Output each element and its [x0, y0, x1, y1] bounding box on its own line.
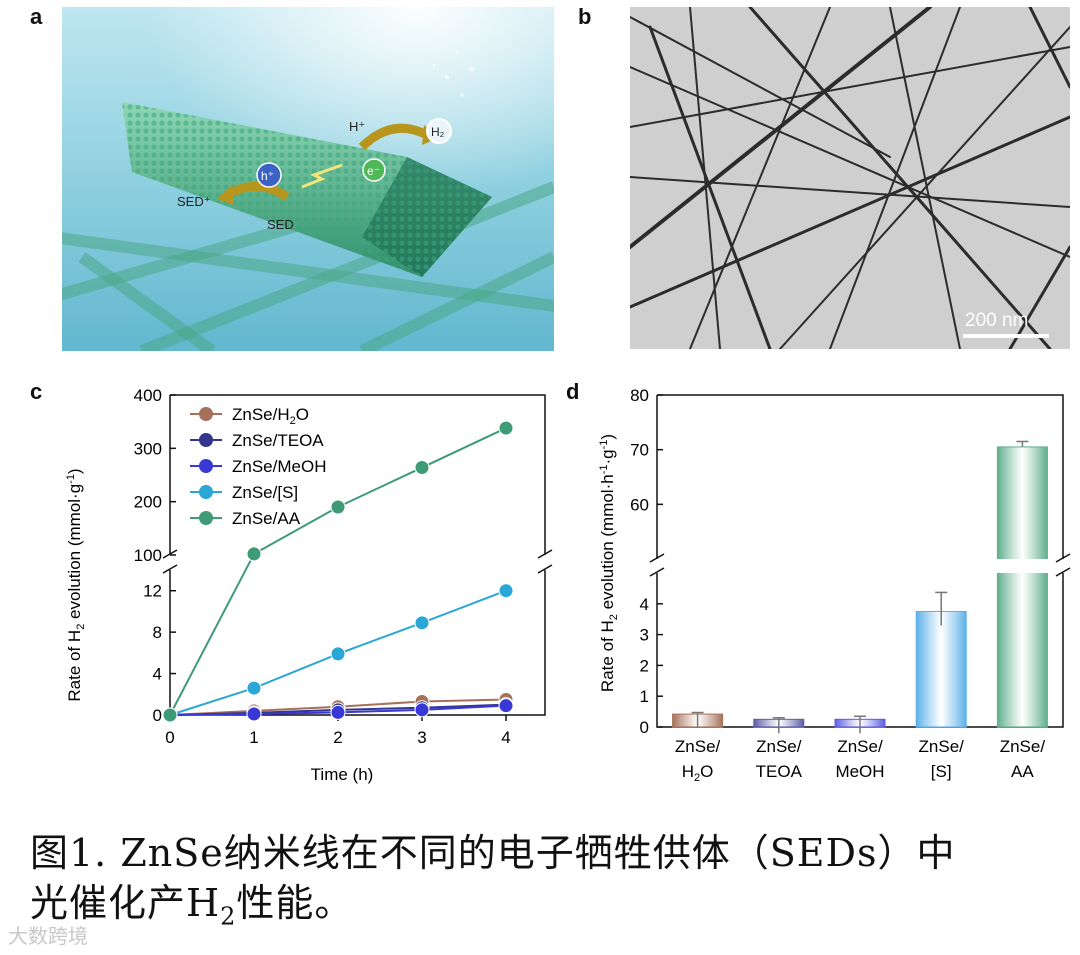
y-axis-label: Rate of H2 evolution (mmol·g-1): [65, 468, 87, 701]
legend-label: ZnSe/AA: [232, 509, 301, 528]
series-line: [169, 427, 507, 716]
legend-label: ZnSe/MeOH: [232, 457, 326, 476]
x-tick-label: TEOA: [756, 762, 803, 781]
data-point: [246, 706, 262, 722]
data-point: [330, 499, 346, 515]
data-point: [498, 583, 514, 599]
y-tick-label: 80: [630, 386, 649, 405]
y-tick-label: 0: [153, 706, 162, 725]
caption-suffix: 性能。: [236, 881, 354, 925]
data-point: [414, 702, 430, 718]
x-tick-label: 1: [249, 728, 258, 747]
legend-label: ZnSe/[S]: [232, 483, 298, 502]
y-tick-label: 4: [640, 595, 649, 614]
axis-frame: [169, 394, 546, 716]
nanowire-schematic: H⁺ H₂ e⁻ h⁺ SED⁺ SED: [62, 7, 554, 351]
caption-subscript: 2: [220, 902, 237, 931]
panel-letter-b: b: [578, 4, 592, 29]
axis-break-mark: [162, 549, 178, 559]
axis-break-mark: [1055, 567, 1071, 577]
sed-label: SED: [267, 217, 294, 232]
legend-marker: [199, 459, 213, 473]
x-tick-label: [S]: [931, 762, 952, 781]
hole-label: h⁺: [261, 169, 274, 183]
y-tick-label: 0: [640, 718, 649, 737]
y-tick-label: 12: [143, 582, 162, 601]
y-tick-label: 2: [640, 656, 649, 675]
bar: [996, 446, 1048, 728]
legend-marker: [199, 511, 213, 525]
data-point: [162, 707, 178, 723]
x-tick-label: AA: [1011, 762, 1034, 781]
data-point: [414, 460, 430, 476]
axis-break-mark: [537, 564, 553, 574]
figure-caption-line2: 光催化产H2性能。: [30, 878, 1060, 942]
y-tick-label: 60: [630, 495, 649, 514]
x-axis-label: Time (h): [311, 765, 374, 784]
watermark-logo: 大数跨境: [8, 924, 88, 948]
y-tick-label: 100: [134, 546, 162, 565]
x-tick-label: 4: [501, 728, 510, 747]
y-tick-label: 1: [640, 687, 649, 706]
x-tick-label: 2: [333, 728, 342, 747]
legend-marker: [199, 485, 213, 499]
figure-caption-line1: 图1. ZnSe纳米线在不同的电子牺牲供体（SEDs）中: [30, 831, 956, 875]
axis-break-mark: [537, 549, 553, 559]
data-point: [498, 698, 514, 714]
bar-chart: 60 70 80 0 1 2 3 4 ZnSe/H2O ZnSe/TEOA ZnSe/MeOH Zn…: [598, 386, 1071, 784]
panel-letter-a: a: [30, 4, 43, 29]
electron-label: e⁻: [367, 164, 380, 178]
data-point: [414, 615, 430, 631]
data-point: [330, 704, 346, 720]
y-tick-label: 70: [630, 441, 649, 460]
bar-break-gap: [996, 559, 1049, 573]
y-tick-label: 300: [134, 439, 162, 458]
x-tick-label: 3: [417, 728, 426, 747]
x-tick-label: ZnSe/: [756, 737, 802, 756]
axis-break-mark: [162, 564, 178, 574]
h2-label: H₂: [431, 125, 445, 139]
caption-prefix: 光催化产H: [30, 881, 221, 925]
x-tick-label: MeOH: [835, 762, 884, 781]
bar: [915, 611, 967, 728]
y-tick-label: 400: [134, 386, 162, 405]
panel-letter-c: c: [30, 379, 43, 404]
scale-bar: [963, 334, 1049, 338]
tem-micrograph: 200 nm: [630, 7, 1070, 349]
data-point: [498, 420, 514, 436]
scale-bar-label: 200 nm: [965, 310, 1028, 331]
h-plus-label: H⁺: [349, 119, 365, 134]
legend-label: ZnSe/H2O: [232, 405, 309, 427]
x-tick-label: 0: [165, 728, 174, 747]
x-tick-label: H2O: [682, 762, 714, 784]
axis-break-mark: [649, 553, 665, 563]
x-tick-label: ZnSe/: [919, 737, 965, 756]
x-tick-label: ZnSe/: [1000, 737, 1046, 756]
data-point: [246, 680, 262, 696]
legend-marker: [199, 433, 213, 447]
axis-break-mark: [649, 567, 665, 577]
axis-break-mark: [1055, 553, 1071, 563]
y-tick-label: 8: [153, 623, 162, 642]
data-point: [246, 546, 262, 562]
x-tick-label: ZnSe/: [675, 737, 721, 756]
legend-label: ZnSe/TEOA: [232, 431, 324, 450]
data-point: [330, 646, 346, 662]
panel-letter-d: d: [566, 379, 580, 404]
y-tick-label: 200: [134, 493, 162, 512]
x-tick-label: ZnSe/: [837, 737, 883, 756]
legend-marker: [199, 407, 213, 421]
y-axis-label-d: Rate of H2 evolution (mmol·h-1·g-1): [598, 434, 620, 692]
y-tick-label: 3: [640, 626, 649, 645]
y-tick-label: 4: [153, 665, 162, 684]
sed-plus-label: SED⁺: [177, 194, 211, 209]
